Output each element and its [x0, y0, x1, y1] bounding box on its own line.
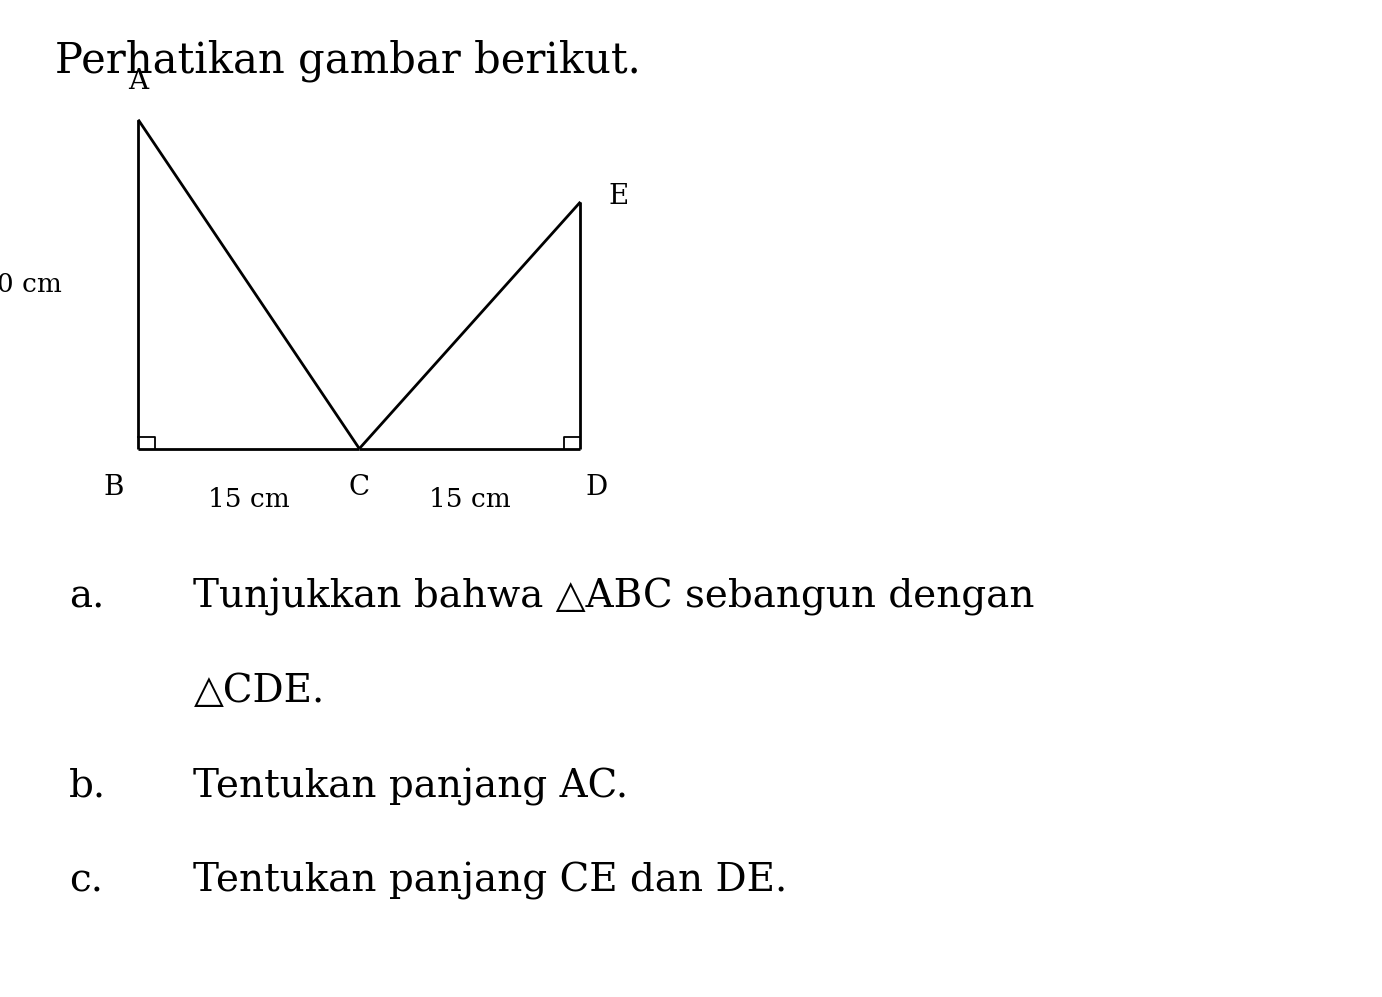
Text: △CDE.: △CDE.: [193, 673, 325, 710]
Text: A: A: [129, 68, 148, 95]
Text: 20 cm: 20 cm: [0, 271, 62, 297]
Text: C: C: [348, 474, 370, 500]
Text: D: D: [586, 474, 608, 500]
Text: 15 cm: 15 cm: [207, 487, 290, 511]
Text: a.: a.: [69, 578, 105, 615]
Text: B: B: [104, 474, 123, 500]
Text: Perhatikan gambar berikut.: Perhatikan gambar berikut.: [55, 40, 641, 83]
Text: Tentukan panjang AC.: Tentukan panjang AC.: [193, 768, 629, 806]
Text: E: E: [608, 183, 629, 210]
Text: Tentukan panjang CE dan DE.: Tentukan panjang CE dan DE.: [193, 862, 788, 900]
Text: Tunjukkan bahwa △ABC sebangun dengan: Tunjukkan bahwa △ABC sebangun dengan: [193, 578, 1035, 616]
Text: b.: b.: [69, 768, 106, 805]
Text: c.: c.: [69, 862, 104, 899]
Text: 15 cm: 15 cm: [428, 487, 511, 511]
